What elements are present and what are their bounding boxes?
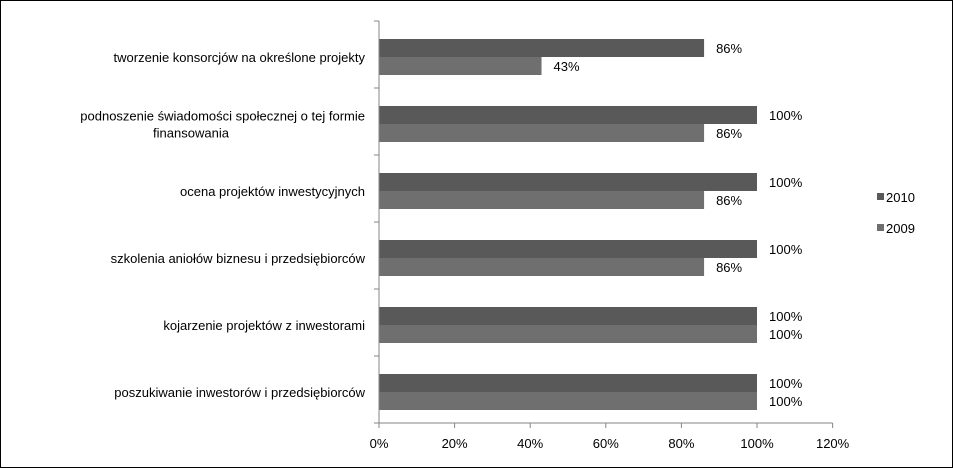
bar-2009-5 <box>379 392 757 410</box>
data-label-2009-2: 86% <box>716 193 742 208</box>
bar-2010-5 <box>379 374 757 392</box>
data-label-2010-1: 100% <box>769 108 803 123</box>
category-label-1-line-1: finansowania <box>153 126 230 141</box>
x-tick-label-5: 100% <box>740 436 774 451</box>
category-label-0: tworzenie konsorcjów na określone projek… <box>114 50 366 65</box>
data-label-2010-2: 100% <box>769 175 803 190</box>
x-tick-label-3: 60% <box>593 436 619 451</box>
data-label-2009-1: 86% <box>716 126 742 141</box>
legend-swatch-2010 <box>877 193 884 200</box>
data-label-2010-5: 100% <box>769 376 803 391</box>
bar-2009-4 <box>379 325 757 343</box>
bar-2010-2 <box>379 173 757 191</box>
bar-2009-2 <box>379 191 705 209</box>
legend-label-2009: 2009 <box>886 221 915 236</box>
data-label-2009-0: 43% <box>554 59 580 74</box>
bar-2009-0 <box>379 57 542 75</box>
category-label-2: ocena projektów inwestycyjnych <box>180 184 365 199</box>
data-label-2009-4: 100% <box>769 327 803 342</box>
x-tick-label-1: 20% <box>442 436 468 451</box>
legend-swatch-2009 <box>877 224 884 231</box>
bar-2010-0 <box>379 39 705 57</box>
bar-2010-1 <box>379 106 757 124</box>
legend-label-2010: 2010 <box>886 190 915 205</box>
category-label-3: szkolenia aniołów biznesu i przedsiębior… <box>111 251 366 266</box>
data-label-2009-3: 86% <box>716 260 742 275</box>
x-tick-label-4: 80% <box>668 436 694 451</box>
category-label-5: poszukiwanie inwestorów i przedsiębiorcó… <box>114 385 365 400</box>
bar-2010-3 <box>379 240 757 258</box>
data-label-2010-4: 100% <box>769 309 803 324</box>
bar-2010-4 <box>379 307 757 325</box>
data-label-2009-5: 100% <box>769 394 803 409</box>
data-label-2010-3: 100% <box>769 242 803 257</box>
category-label-1-line-0: podnoszenie świadomości społecznej o tej… <box>80 109 365 124</box>
data-label-2010-0: 86% <box>716 41 742 56</box>
x-tick-label-0: 0% <box>370 436 389 451</box>
category-label-4: kojarzenie projektów z inwestorami <box>163 318 365 333</box>
bar-2009-3 <box>379 258 705 276</box>
bar-2009-1 <box>379 124 705 142</box>
x-tick-label-6: 120% <box>816 436 850 451</box>
x-tick-label-2: 40% <box>517 436 543 451</box>
